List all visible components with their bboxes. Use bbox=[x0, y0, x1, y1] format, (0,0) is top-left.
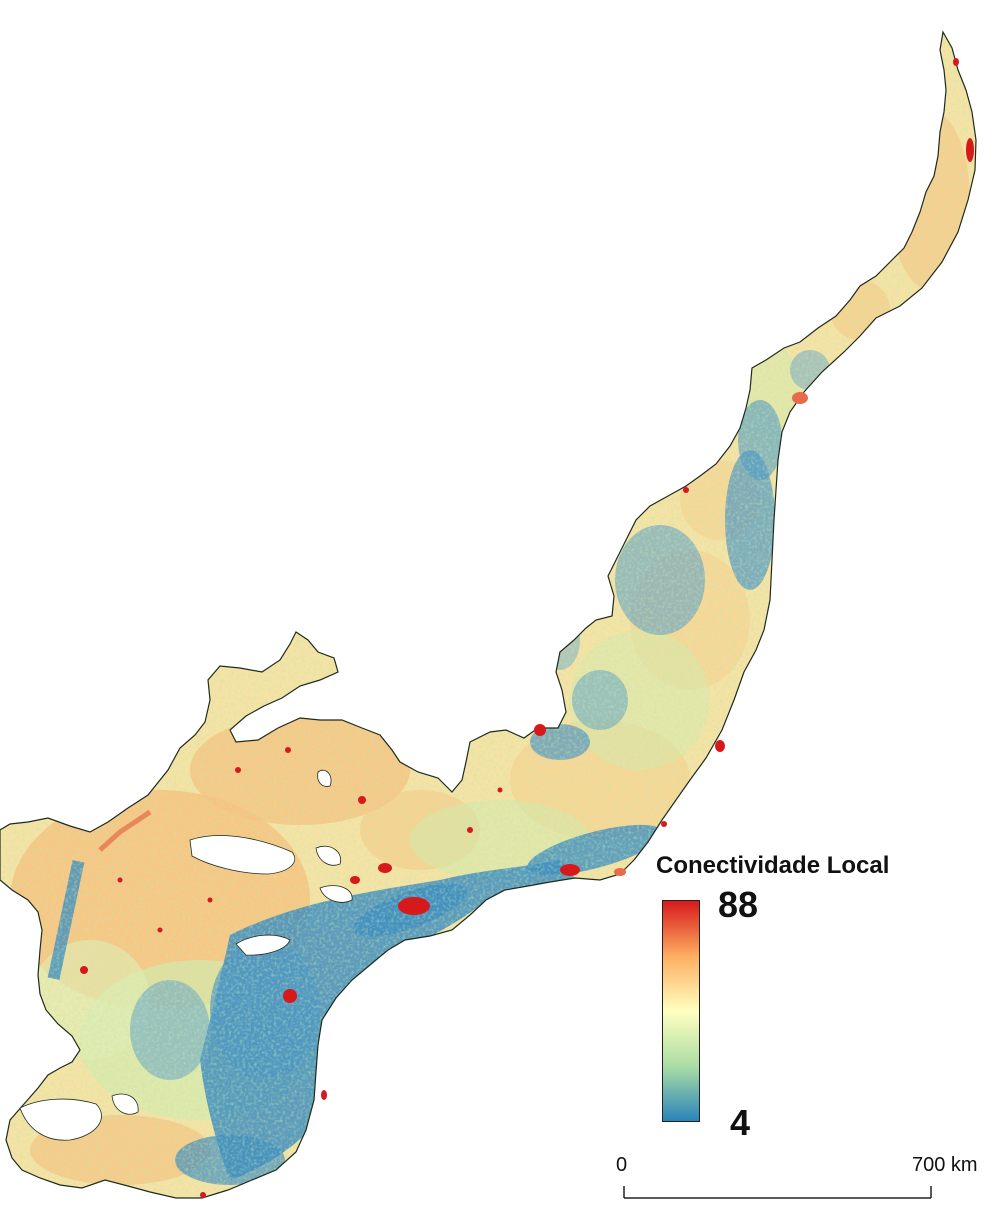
land-raster bbox=[0, 31, 977, 1199]
legend-color-ramp bbox=[662, 900, 700, 1122]
scale-bar bbox=[623, 1186, 932, 1199]
legend-max-label: 88 bbox=[718, 884, 759, 925]
scale-bar-end-label: 700 km bbox=[912, 1154, 978, 1176]
urban-hotspots bbox=[80, 58, 974, 1198]
river-line bbox=[98, 809, 152, 852]
water-bodies bbox=[19, 769, 353, 1141]
legend-title: Conectividade Local bbox=[656, 852, 890, 879]
scale-bar-start-label: 0 bbox=[616, 1154, 628, 1176]
legend-min-label: 4 bbox=[730, 1102, 751, 1143]
